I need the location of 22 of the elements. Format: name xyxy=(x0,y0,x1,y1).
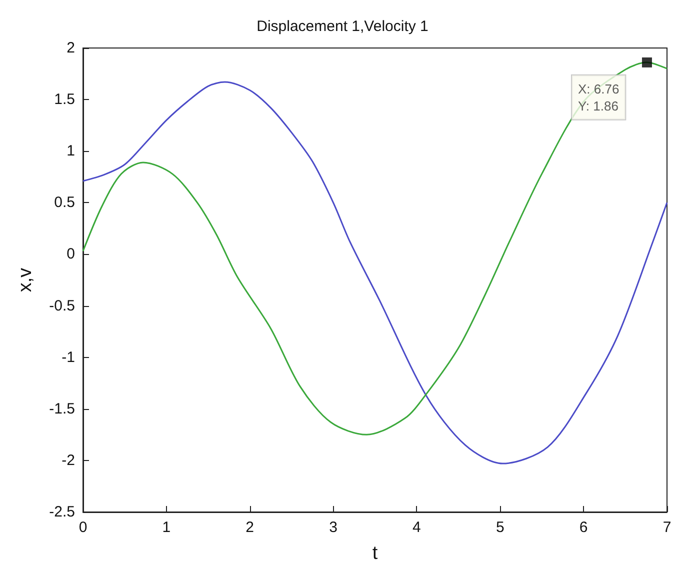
annotation: X: 6.76 Y: 1.86 xyxy=(578,81,620,114)
y-tick-label: 0 xyxy=(66,246,75,263)
x-tick-label: 4 xyxy=(412,519,421,536)
y-tick-label: 1.5 xyxy=(54,91,75,108)
chart-title: Displacement 1,Velocity 1 xyxy=(256,18,428,35)
y-tick-label: 2 xyxy=(66,40,75,56)
y-axis-title: x,v xyxy=(15,267,36,292)
y-tick-label: -2.5 xyxy=(49,504,75,520)
x-tick-label: 6 xyxy=(579,519,588,536)
y-tick-label: -1 xyxy=(62,348,75,366)
x-tick-label: 3 xyxy=(329,519,338,536)
y-tick-label: -2 xyxy=(62,452,75,469)
x-tick-label: 7 xyxy=(662,519,672,536)
y-tick-label: -1.5 xyxy=(49,400,75,418)
x-tick-label: 1 xyxy=(162,519,171,536)
x-axis-title: t xyxy=(372,543,378,564)
y-tick-label: 1 xyxy=(66,142,75,160)
x-tick-label: 0 xyxy=(78,519,88,536)
y-tick-label: 0.5 xyxy=(54,194,75,212)
y-tick-label: -0.5 xyxy=(49,297,75,314)
x-tick-label: 5 xyxy=(496,519,504,536)
x-tick-label: 2 xyxy=(246,519,254,536)
